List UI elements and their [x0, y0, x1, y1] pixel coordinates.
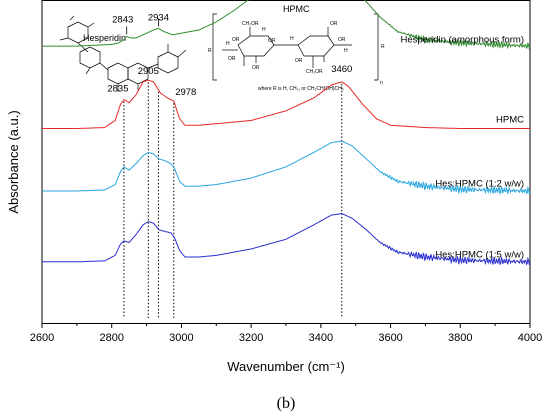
hpmc-label-h-1: H	[226, 41, 230, 47]
series-label-1: Hesperidin (amorphous form)	[400, 34, 524, 45]
hpmc-label-h-2: H	[262, 27, 266, 33]
x-tick-label: 3800	[448, 332, 472, 344]
x-axis-title: Wavenumber (cm⁻¹)	[227, 359, 345, 374]
hpmc-label: HPMC	[283, 4, 310, 14]
x-tick-label: 3000	[169, 332, 193, 344]
hpmc-structure	[212, 13, 379, 81]
peak-labels: 3383284329342835290529783460	[107, 12, 352, 98]
spectra	[42, 0, 531, 266]
hpmc-label-ch2or-top: CH₂OR	[242, 21, 259, 27]
peak-label-2905: 2905	[138, 66, 159, 77]
x-tick-label: 4000	[518, 332, 542, 344]
hpmc-label-h-4: H	[344, 48, 348, 54]
x-tick-label: 2800	[99, 332, 123, 344]
series-label-3: Hes:HPMC (1:2 w/w)	[435, 178, 524, 189]
hpmc-label-or-2: OR	[268, 38, 276, 44]
x-axis: 2600 2800 3000 3200 3400 3600 3800 4000	[30, 323, 542, 344]
series-label-4: Hes:HPMC (1:5 w/w)	[435, 249, 524, 260]
series-line-3	[42, 140, 531, 195]
hpmc-label-or-5: OR	[338, 37, 346, 43]
hpmc-label-r-left: R	[208, 48, 212, 54]
series-labels: Hesperidin (amorphous form) HPMC Hes:HPMC …	[400, 34, 524, 260]
x-tick-label: 3600	[378, 332, 402, 344]
hpmc-label-or-1: OR	[232, 37, 240, 43]
hpmc-caption: where R is H, CH₃, or CH₂CH(OH)CH₃	[258, 86, 344, 92]
hpmc-label-h-3: H	[290, 36, 294, 42]
hpmc-label-or-7: OR	[295, 58, 303, 64]
x-tick-label: 2600	[30, 332, 54, 344]
hpmc-label-or-4: OR	[228, 56, 236, 62]
plot-frame	[41, 0, 531, 324]
series-line-1	[42, 0, 531, 51]
peak-label-3460: 3460	[331, 64, 352, 75]
panel-label: (b)	[277, 395, 296, 412]
series-label-2: HPMC	[496, 115, 524, 126]
reference-lines	[123, 82, 343, 318]
x-tick-label: 3400	[309, 332, 333, 344]
hpmc-label-n: n	[380, 80, 383, 86]
hesperidin-structure	[59, 15, 187, 92]
peak-label-2934: 2934	[148, 12, 169, 23]
hpmc-label-or-3: OR	[252, 65, 260, 71]
series-line-4	[42, 212, 531, 266]
y-axis-title: Absorbance (a.u.)	[6, 110, 21, 213]
hpmc-label-r-right: R	[381, 44, 385, 50]
peak-label-2843: 2843	[112, 14, 133, 25]
peak-label-2835: 2835	[107, 84, 128, 95]
hesperidin-label: Hesperidin	[83, 33, 126, 43]
hpmc-label-or-6: OR	[330, 21, 338, 27]
hpmc-label-ch2or-bottom: CH₂OR	[306, 69, 323, 75]
hpmc-structure-labels: CH₂OR OR OR OR OR OR OR OR CH₂OR R R H H…	[208, 21, 385, 86]
peak-label-2978: 2978	[175, 87, 196, 98]
x-tick-label: 3200	[239, 332, 263, 344]
series-line-2	[42, 79, 530, 129]
